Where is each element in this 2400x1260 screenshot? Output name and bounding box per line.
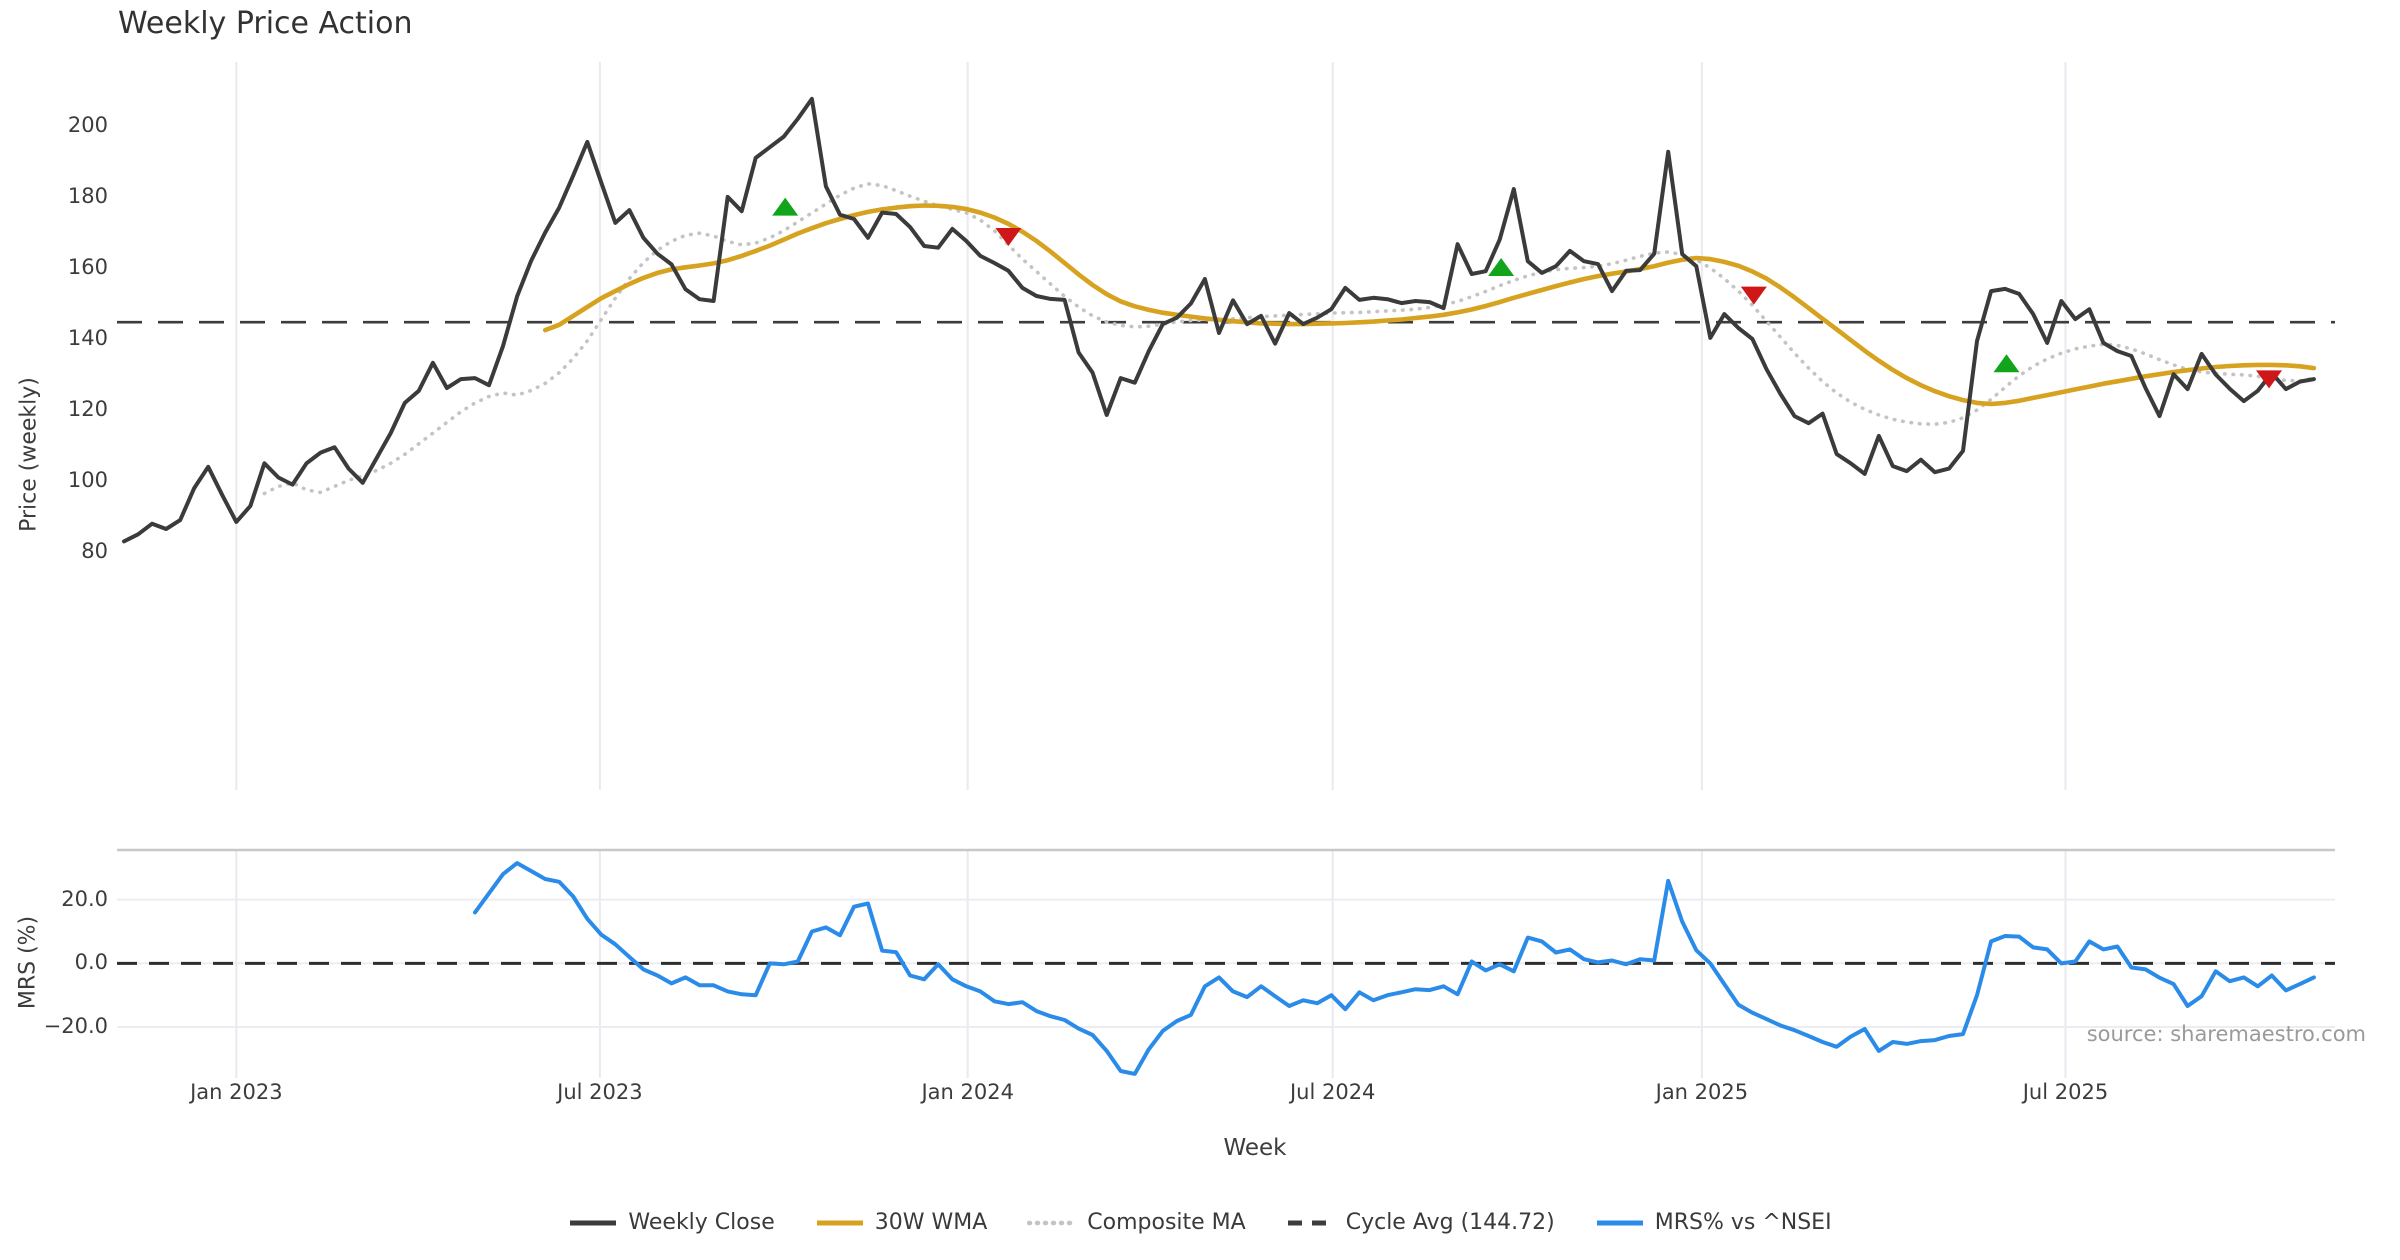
legend-label: Composite MA [1087,1210,1246,1235]
price-ytick-label: 100 [67,468,108,493]
x-tick-label: Jul 2024 [1289,1080,1376,1104]
price-ytick-label: 120 [67,397,108,422]
mrs-ytick-label: −20.0 [43,1014,108,1039]
legend-label: MRS% vs ^NSEI [1654,1210,1832,1235]
x-tick-label: Jul 2025 [2022,1080,2109,1104]
buy-signal-icon [1993,354,2020,373]
chart-legend: Weekly Close 30W WMA Composite MA Cycle Avg… [0,1210,2400,1235]
buy-signal-icon [772,197,799,216]
weekly-close-line [122,96,2316,544]
sell-signal-icon [995,228,1022,247]
price-ytick-label: 160 [67,254,108,279]
mrs-line [473,861,2316,1076]
x-tick-label: Jan 2023 [190,1080,283,1104]
legend-item: Cycle Avg (144.72) [1286,1210,1555,1235]
price-ytick-label: 80 [81,539,108,564]
chart-title: Weekly Price Action [118,6,413,41]
x-axis-title: Week [1223,1135,1287,1161]
legend-swatch-icon [1287,1220,1334,1225]
x-tick-label: Jan 2025 [1655,1080,1749,1104]
price-ytick-label: 140 [67,325,108,350]
source-attribution: source: sharemaestro.com [2086,1022,2366,1046]
sell-signal-icon [2256,370,2283,389]
mrs-ytick-label: 0.0 [74,950,108,975]
x-tick-label: Jan 2024 [921,1080,1014,1104]
mrs-ytick-label: 20.0 [61,886,108,911]
buy-signal-icon [1488,257,1515,276]
legend-item: Composite MA [1027,1210,1246,1235]
legend-item: Weekly Close [568,1210,775,1235]
sell-signal-icon [1740,286,1767,305]
x-tick-label: Jul 2023 [557,1080,643,1104]
price-ytick-label: 180 [67,183,108,208]
legend-swatch-icon [1596,1220,1643,1225]
wma-line [542,203,2317,407]
composite-ma-line [262,181,2316,496]
legend-label: 30W WMA [874,1210,988,1235]
legend-item: MRS% vs ^NSEI [1595,1210,1832,1235]
price-ytick-label: 200 [67,112,108,137]
legend-swatch-icon [1027,1220,1078,1225]
legend-swatch-icon [816,1220,863,1225]
legend-item: 30W WMA [815,1210,988,1235]
legend-label: Cycle Avg (144.72) [1345,1210,1555,1235]
legend-label: Weekly Close [628,1210,775,1235]
legend-swatch-icon [570,1220,617,1225]
